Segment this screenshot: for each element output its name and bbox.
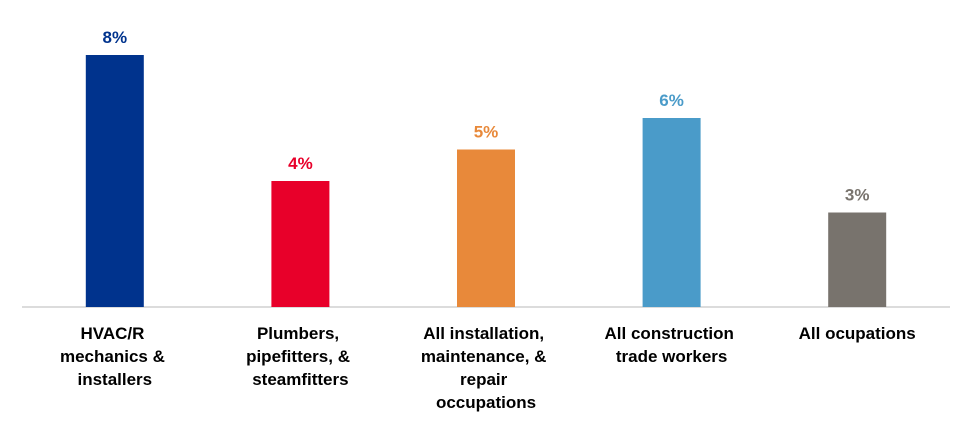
bar — [828, 212, 887, 307]
data-label: 4% — [288, 154, 313, 173]
label-line: occupations — [436, 393, 536, 412]
label-line: steamfitters — [252, 370, 348, 389]
label-line: installers — [77, 370, 152, 389]
label-line: repair — [460, 370, 512, 389]
bar — [271, 181, 330, 307]
x-tick-label: All installation, maintenance, & repair … — [421, 324, 551, 412]
data-label: 3% — [845, 186, 870, 205]
data-label: 8% — [103, 28, 128, 47]
label-line: pipefitters, & — [246, 347, 355, 366]
bar — [642, 118, 701, 307]
label-line: trade workers — [616, 347, 728, 366]
label-line: All ocupations — [799, 324, 916, 343]
label-line: Plumbers, — [257, 324, 344, 343]
label-line: mechanics & — [60, 347, 170, 366]
x-tick-label: All construction trade workers — [605, 324, 739, 366]
x-tick-label: Plumbers, pipefitters, & steamfitters — [246, 324, 355, 389]
bar — [85, 55, 144, 307]
x-tick-label: HVAC/R mechanics & installers — [60, 324, 170, 389]
data-label: 5% — [474, 123, 499, 142]
x-tick-label: All ocupations — [799, 324, 916, 343]
label-line: All construction — [605, 324, 739, 343]
bar — [457, 149, 515, 307]
data-label: 6% — [659, 91, 684, 110]
label-line: HVAC/R — [80, 324, 149, 343]
label-line: All installation, — [423, 324, 549, 343]
label-line: maintenance, & — [421, 347, 551, 366]
